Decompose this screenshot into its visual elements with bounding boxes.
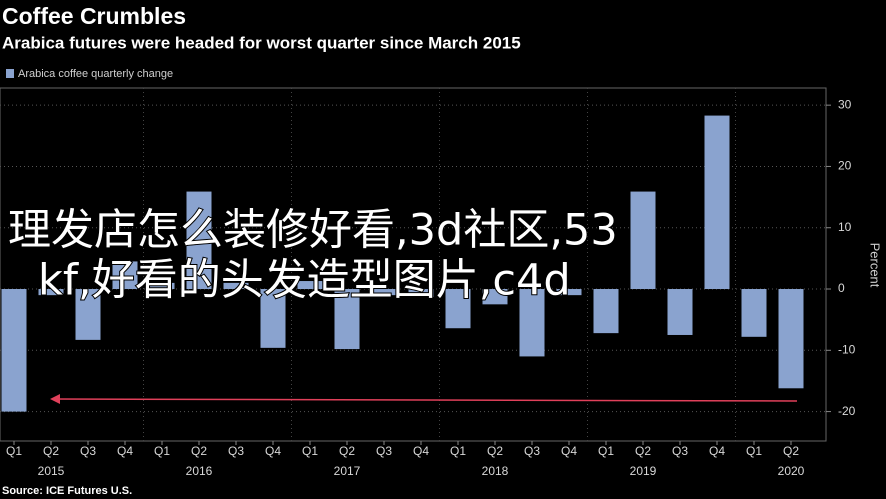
source: Source: ICE Futures U.S. — [2, 485, 132, 497]
bar — [1, 289, 27, 412]
y-tick-label: -10 — [838, 342, 856, 356]
x-year-label: 2018 — [482, 464, 509, 478]
x-tick-label: Q1 — [450, 444, 466, 458]
bar — [704, 115, 730, 290]
x-tick-label: Q3 — [672, 444, 688, 458]
bar — [445, 289, 471, 329]
x-tick-label: Q2 — [783, 444, 799, 458]
x-year-label: 2020 — [778, 464, 805, 478]
bar — [482, 289, 508, 305]
x-tick-label: Q2 — [487, 444, 503, 458]
bar — [112, 261, 138, 290]
bar — [371, 289, 397, 296]
bar — [778, 289, 804, 389]
x-tick-label: Q1 — [598, 444, 614, 458]
x-tick-label: Q2 — [43, 444, 59, 458]
x-tick-label: Q4 — [413, 444, 429, 458]
chart-subtitle: Arabica futures were headed for worst qu… — [2, 33, 521, 52]
bar — [260, 289, 286, 348]
y-tick-label: -20 — [838, 404, 856, 418]
legend-swatch — [6, 69, 14, 78]
x-tick-label: Q1 — [746, 444, 762, 458]
x-tick-label: Q1 — [154, 444, 170, 458]
x-tick-label: Q4 — [561, 444, 577, 458]
x-tick-label: Q3 — [376, 444, 392, 458]
x-year-label: 2019 — [630, 464, 657, 478]
x-year-label: 2017 — [334, 464, 361, 478]
x-year-label: 2016 — [186, 464, 213, 478]
x-year-label: 2015 — [38, 464, 65, 478]
x-tick-label: Q3 — [228, 444, 244, 458]
bar — [408, 289, 434, 297]
legend-label: Arabica coffee quarterly change — [18, 68, 173, 80]
x-tick-label: Q2 — [339, 444, 355, 458]
overlay-text: 理发店怎么装修好看,3d社区,53 — [8, 206, 618, 256]
bar — [593, 289, 619, 334]
bar — [38, 289, 64, 296]
plot-frame — [0, 87, 827, 442]
x-tick-label: Q2 — [635, 444, 651, 458]
x-tick-label: Q4 — [265, 444, 281, 458]
x-tick-label: Q1 — [6, 444, 22, 458]
x-tick-label: Q4 — [709, 444, 725, 458]
x-tick-label: Q2 — [191, 444, 207, 458]
annotation-arrow — [53, 398, 798, 402]
bar — [630, 191, 656, 290]
y-tick-label: 10 — [838, 220, 852, 234]
bar — [667, 289, 693, 335]
bar — [519, 289, 545, 357]
bar — [297, 281, 323, 290]
bar — [334, 289, 360, 350]
overlay-text: kf,好看的头发造型图片,c4d — [38, 256, 571, 306]
y-tick-label: 30 — [838, 97, 852, 111]
bar — [186, 191, 212, 290]
x-tick-label: Q1 — [302, 444, 318, 458]
bar — [75, 289, 101, 340]
arrow-head — [50, 394, 60, 404]
y-axis-label: Percent — [868, 243, 883, 288]
bar — [223, 282, 249, 290]
chart-title: Coffee Crumbles — [2, 3, 186, 29]
x-tick-label: Q3 — [80, 444, 96, 458]
x-tick-label: Q3 — [524, 444, 540, 458]
bar — [741, 289, 767, 337]
bar — [149, 282, 175, 290]
bar — [556, 289, 582, 296]
y-tick-label: 20 — [838, 159, 852, 173]
x-tick-label: Q4 — [117, 444, 133, 458]
y-tick-label: 0 — [838, 281, 845, 295]
